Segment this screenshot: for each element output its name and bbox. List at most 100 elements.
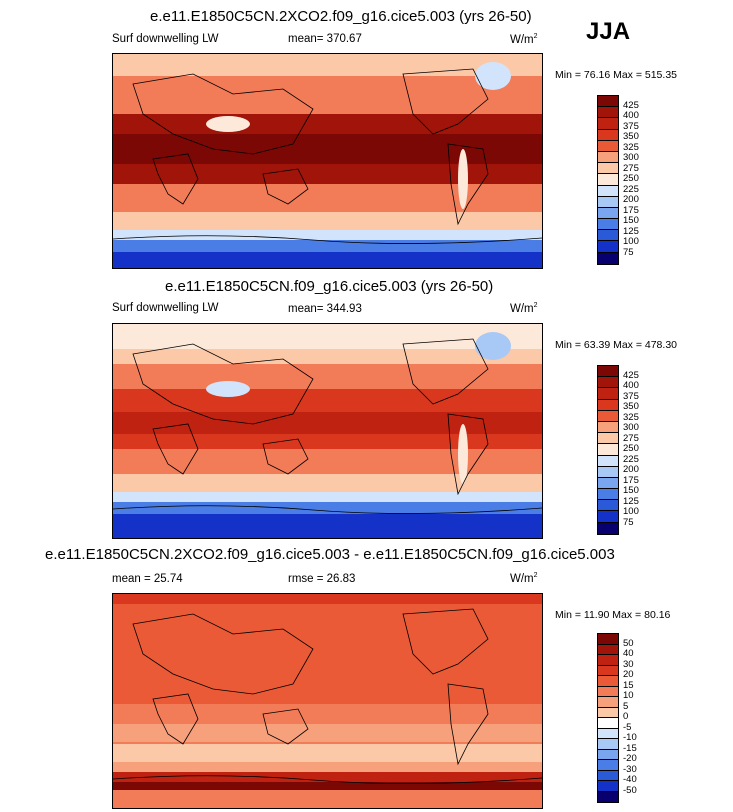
- colorbar-swatch: [598, 207, 618, 220]
- colorbar-swatch: [598, 655, 618, 666]
- colorbar-swatch: [598, 665, 618, 676]
- colorbar-swatch: [598, 366, 618, 378]
- panel3-minmax: Min = 11.90 Max = 80.16: [555, 609, 671, 621]
- colorbar-swatch: [598, 107, 618, 119]
- colorbar-tick-label: 300: [623, 152, 639, 163]
- colorbar-swatch: [598, 770, 618, 781]
- panel3-rmse: rmse = 26.83: [288, 573, 356, 585]
- colorbar-swatch: [598, 728, 618, 739]
- colorbar-swatch: [598, 489, 618, 501]
- panel2-colorbar: [597, 365, 619, 535]
- colorbar-tick-label: 350: [623, 131, 639, 142]
- panel2-map-svg: [113, 324, 542, 538]
- colorbar-tick-label: 30: [623, 658, 634, 670]
- panel2-minmax: Min = 63.39 Max = 478.30: [555, 339, 677, 351]
- colorbar-swatch: [598, 377, 618, 389]
- panel2-title: e.e11.E1850C5CN.f09_g16.cice5.003 (yrs 2…: [165, 278, 494, 295]
- panel1-colorbar: [597, 95, 619, 265]
- colorbar-tick-label: 275: [623, 432, 639, 444]
- colorbar-swatch: [598, 433, 618, 445]
- colorbar-swatch: [598, 466, 618, 478]
- colorbar-swatch: [598, 781, 618, 792]
- colorbar-tick-label: 350: [623, 401, 639, 412]
- colorbar-tick-label: 40: [623, 648, 634, 659]
- colorbar-tick-label: 400: [623, 380, 639, 391]
- colorbar-tick-label: 10: [623, 690, 634, 701]
- colorbar-tick-label: 300: [623, 422, 639, 433]
- colorbar-tick-label: 0: [623, 711, 629, 722]
- colorbar-tick-label: 125: [623, 225, 639, 237]
- colorbar-swatch: [598, 511, 618, 523]
- colorbar-tick-label: 5: [623, 700, 629, 712]
- colorbar-tick-label: 175: [623, 204, 639, 216]
- colorbar-tick-label: 225: [623, 453, 639, 465]
- colorbar-tick-label: -40: [623, 774, 637, 785]
- colorbar-swatch: [598, 707, 618, 718]
- panel3-map-svg: [113, 594, 542, 808]
- colorbar-swatch: [598, 241, 618, 253]
- colorbar-swatch: [598, 196, 618, 208]
- colorbar-swatch: [598, 129, 618, 141]
- panel1-variable: Surf downwelling LW: [112, 33, 219, 45]
- panel1-title: e.e11.E1850C5CN.2XCO2.f09_g16.cice5.003 …: [150, 8, 532, 25]
- colorbar-tick-label: 175: [623, 474, 639, 486]
- panel1-minmax: Min = 76.16 Max = 515.35: [555, 69, 677, 81]
- colorbar-swatch: [598, 760, 618, 771]
- colorbar-tick-label: 425: [623, 369, 639, 381]
- colorbar-swatch: [598, 676, 618, 687]
- colorbar-tick-label: -5: [623, 721, 632, 733]
- colorbar-tick-label: 250: [623, 443, 639, 454]
- colorbar-tick-label: -50: [623, 784, 637, 796]
- colorbar-swatch: [598, 644, 618, 655]
- colorbar-tick-label: 20: [623, 669, 634, 680]
- panel3-title: e.e11.E1850C5CN.2XCO2.f09_g16.cice5.003 …: [45, 546, 615, 563]
- colorbar-swatch: [598, 421, 618, 434]
- colorbar-tick-label: 425: [623, 99, 639, 111]
- colorbar-swatch: [598, 151, 618, 164]
- colorbar-swatch: [598, 500, 618, 512]
- panel3-map: [112, 593, 543, 809]
- colorbar-swatch: [598, 252, 618, 264]
- panel1-map: [112, 53, 543, 269]
- colorbar-tick-label: -15: [623, 742, 637, 754]
- panel2-mean: mean= 344.93: [288, 303, 362, 315]
- panel3-colorbar: [597, 633, 619, 803]
- colorbar-tick-label: 75: [623, 246, 634, 258]
- colorbar-tick-label: -30: [623, 763, 637, 775]
- panel3-units: W/m2: [510, 572, 538, 585]
- colorbar-tick-label: 125: [623, 495, 639, 507]
- colorbar-tick-label: 150: [623, 485, 639, 496]
- colorbar-swatch: [598, 455, 618, 467]
- colorbar-swatch: [598, 522, 618, 534]
- colorbar-tick-label: 75: [623, 516, 634, 528]
- colorbar-tick-label: 15: [623, 679, 634, 691]
- colorbar-tick-label: 225: [623, 183, 639, 195]
- colorbar-swatch: [598, 718, 618, 729]
- colorbar-swatch: [598, 163, 618, 175]
- colorbar-tick-label: 325: [623, 141, 639, 153]
- colorbar-tick-label: 200: [623, 194, 639, 205]
- season-label: JJA: [586, 18, 631, 45]
- colorbar-tick-label: -10: [623, 732, 637, 743]
- panel2-variable: Surf downwelling LW: [112, 302, 219, 314]
- colorbar-swatch: [598, 388, 618, 400]
- colorbar-swatch: [598, 749, 618, 760]
- panel1-mean: mean= 370.67: [288, 33, 362, 45]
- colorbar-swatch: [598, 477, 618, 490]
- colorbar-tick-label: 50: [623, 637, 634, 649]
- colorbar-swatch: [598, 185, 618, 197]
- colorbar-swatch: [598, 739, 618, 750]
- colorbar-swatch: [598, 686, 618, 697]
- colorbar-tick-label: 250: [623, 173, 639, 184]
- colorbar-tick-label: 100: [623, 506, 639, 517]
- colorbar-swatch: [598, 219, 618, 231]
- colorbar-tick-label: 150: [623, 215, 639, 226]
- panel1-units: W/m2: [510, 33, 538, 46]
- colorbar-swatch: [598, 410, 618, 422]
- colorbar-tick-label: 100: [623, 236, 639, 247]
- panel1-map-svg: [113, 54, 542, 268]
- colorbar-tick-label: 200: [623, 464, 639, 475]
- colorbar-swatch: [598, 140, 618, 152]
- colorbar-swatch: [598, 230, 618, 242]
- colorbar-swatch: [598, 399, 618, 411]
